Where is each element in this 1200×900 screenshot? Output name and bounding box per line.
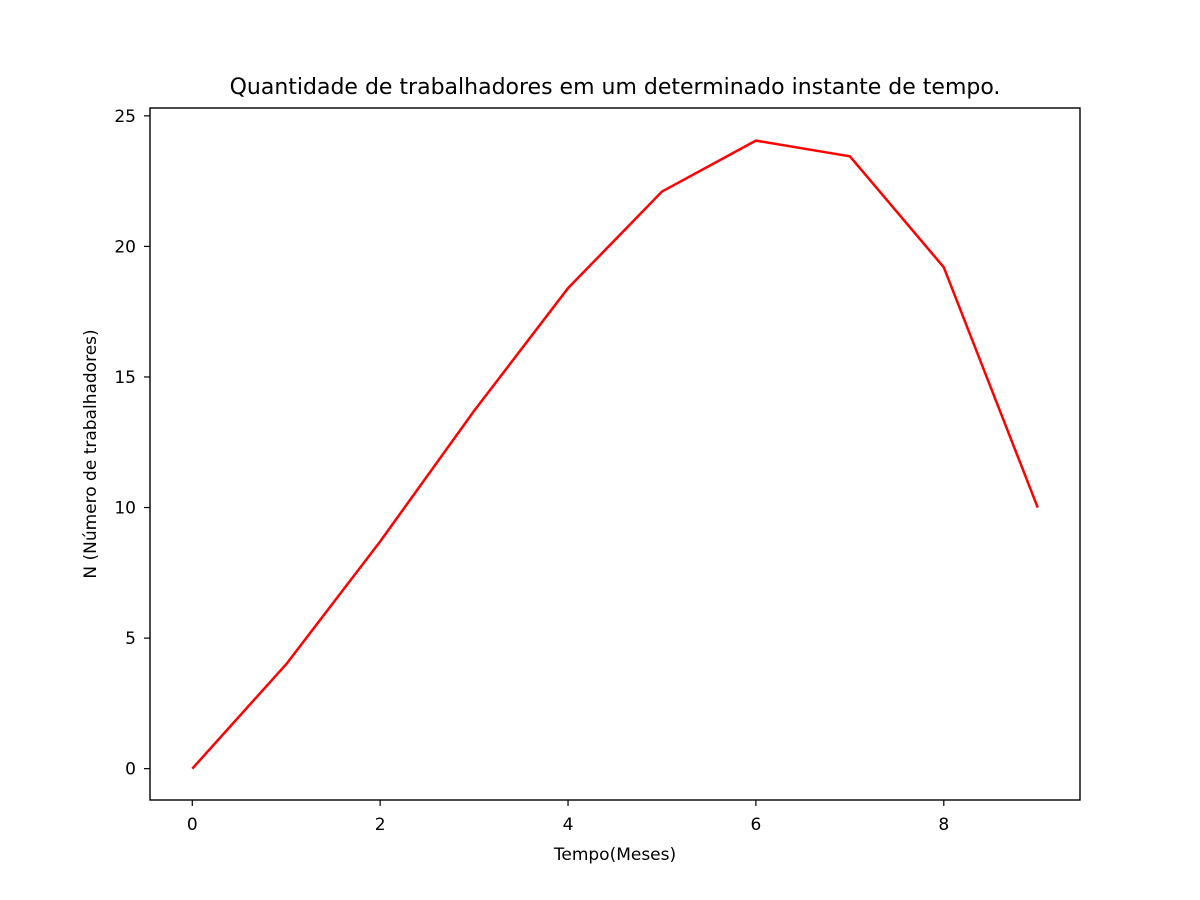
x-axis-label: Tempo(Meses) [553,845,676,865]
y-tick-label: 25 [114,107,136,127]
y-tick-label: 15 [114,368,136,388]
y-tick-label: 20 [114,237,136,257]
x-tick-label: 6 [750,815,761,835]
x-tick-label: 2 [375,815,386,835]
axes-frame [149,107,1081,801]
x-tick-label: 0 [187,815,198,835]
y-axis-label: N (Número de trabalhadores) [81,329,101,578]
chart-title: Quantidade de trabalhadores em um determ… [230,75,1001,100]
y-tick-label: 10 [114,499,136,519]
y-axis: 0 5 10 15 20 25 [114,107,150,780]
y-tick-label: 0 [125,760,136,780]
plot-area [191,139,1039,770]
x-axis: 0 2 4 6 8 [187,800,949,835]
x-tick-label: 4 [563,815,574,835]
series-line [191,139,1039,770]
y-tick-label: 5 [125,629,136,649]
x-tick-label: 8 [938,815,949,835]
